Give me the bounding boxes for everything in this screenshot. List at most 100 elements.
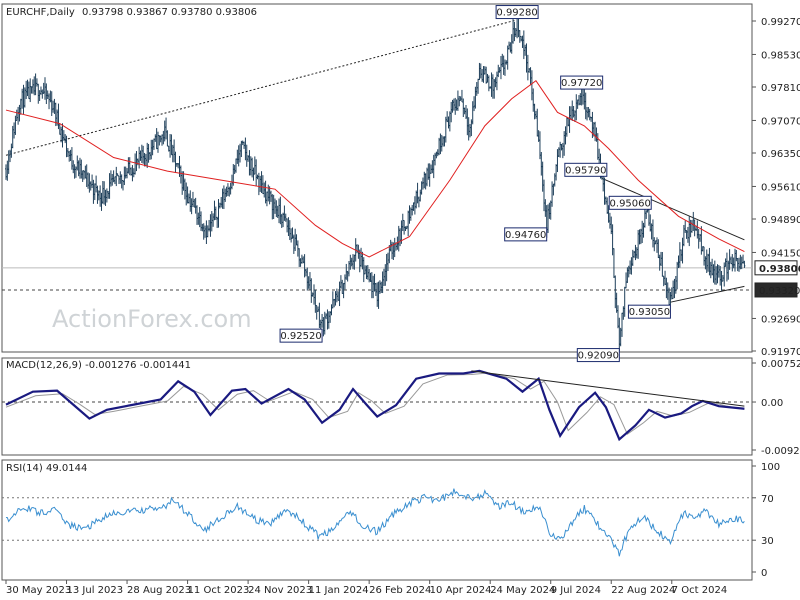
price-candle <box>547 204 550 233</box>
price-candle <box>555 164 558 181</box>
price-candle <box>459 96 462 102</box>
price-candle <box>45 83 48 105</box>
price-candle <box>259 175 262 192</box>
price-candle <box>236 149 239 164</box>
price-candle <box>443 136 446 147</box>
price-candle <box>712 264 715 283</box>
price-candle <box>657 239 660 259</box>
price-candle <box>553 173 556 187</box>
price-candle <box>186 186 189 204</box>
price-candle <box>255 159 258 187</box>
price-candle <box>229 182 232 195</box>
price-candle <box>183 178 186 200</box>
price-candle <box>108 173 111 199</box>
price-candle <box>376 282 379 307</box>
current-price-box <box>754 260 798 276</box>
price-candle <box>521 35 524 48</box>
price-annotation: 0.95790 <box>564 162 608 177</box>
price-candle <box>306 267 309 291</box>
price-candle <box>446 111 449 123</box>
price-candle <box>586 107 589 121</box>
price-candle <box>307 276 310 289</box>
price-candle <box>283 205 286 221</box>
price-candle <box>34 73 37 96</box>
price-candle <box>239 143 242 163</box>
price-candle <box>415 190 418 209</box>
price-candle <box>641 220 644 244</box>
price-candle <box>564 126 567 145</box>
price-candle <box>135 151 138 172</box>
rsi-axis-label: 30 <box>761 536 774 547</box>
price-candle <box>444 116 447 143</box>
price-candle <box>603 177 606 205</box>
price-candle <box>473 96 476 112</box>
price-candle <box>736 258 739 272</box>
price-candle <box>150 139 153 160</box>
price-candle <box>105 188 108 203</box>
price-candle <box>477 78 480 94</box>
price-candle <box>735 249 738 262</box>
price-candle <box>326 309 329 330</box>
price-candle <box>143 152 146 167</box>
price-candle <box>471 101 474 125</box>
price-candle <box>629 260 632 275</box>
price-candle <box>588 108 591 121</box>
price-candle <box>447 116 450 129</box>
price-candle <box>294 228 297 251</box>
price-candle <box>30 86 33 94</box>
x-axis-label: 9 Jul 2024 <box>551 585 601 596</box>
price-candle <box>330 304 333 316</box>
x-axis-label: 24 Nov 2023 <box>248 585 312 596</box>
price-candle <box>249 156 252 176</box>
price-candle <box>278 198 281 224</box>
price-candle <box>64 134 67 144</box>
price-candle <box>421 177 424 190</box>
price-candle <box>327 311 330 329</box>
price-candle <box>228 186 231 197</box>
price-candle <box>684 220 687 233</box>
price-candle <box>93 183 96 201</box>
price-candle <box>606 197 609 214</box>
price-candle <box>356 244 359 254</box>
price-candle <box>543 179 545 212</box>
price-candle <box>493 79 496 99</box>
price-candle <box>463 107 466 115</box>
price-candle <box>198 207 201 228</box>
price-candle <box>469 123 472 138</box>
price-candle <box>425 167 428 187</box>
price-candle <box>369 272 372 282</box>
support-badge: 0.93320 <box>754 282 800 298</box>
annotation-label: 0.94760 <box>505 230 546 241</box>
price-trendline-0 <box>5 20 515 156</box>
price-candle <box>688 216 691 247</box>
price-candle <box>419 189 422 202</box>
price-candle <box>25 80 28 100</box>
price-candle <box>475 82 478 96</box>
price-candle <box>732 257 735 269</box>
price-candle <box>109 170 112 187</box>
price-axis-label: 0.98530 <box>761 50 800 61</box>
price-candle <box>240 140 243 158</box>
x-axis-label: 30 May 2023 <box>6 585 71 596</box>
macd-panel <box>2 369 752 442</box>
price-candle <box>248 150 251 176</box>
price-candle <box>58 124 61 135</box>
price-candle <box>161 134 164 146</box>
price-candle <box>532 88 535 112</box>
price-candle <box>614 275 617 309</box>
annotation-box <box>504 227 548 242</box>
x-axis-label: 28 Aug 2023 <box>127 585 191 596</box>
price-candle <box>261 175 264 195</box>
price-candle <box>713 260 716 285</box>
support-label: 0.93320 <box>759 286 800 297</box>
price-candle <box>412 202 415 211</box>
price-candle <box>314 289 317 313</box>
current-price-label: 0.93806 <box>759 264 800 275</box>
price-candle <box>490 72 493 97</box>
price-candle <box>163 120 166 142</box>
price-candle <box>669 291 672 306</box>
price-candle <box>739 254 742 270</box>
annotation-box <box>627 304 671 319</box>
price-candle <box>397 225 400 252</box>
